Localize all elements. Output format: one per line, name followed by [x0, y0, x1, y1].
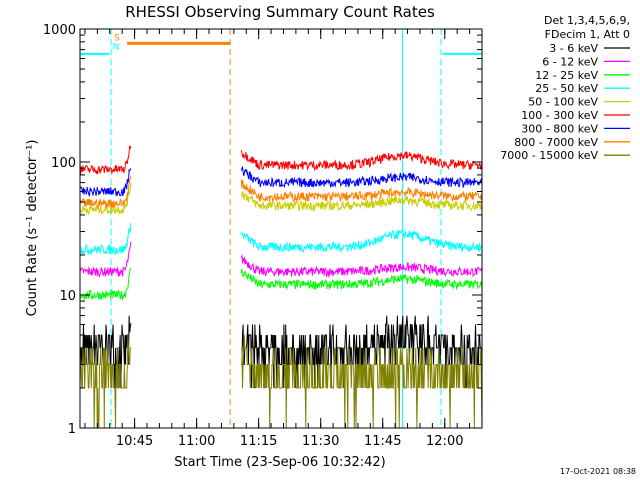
series-line-4	[240, 191, 483, 212]
legend-entry-label: 12 - 25 keV	[535, 69, 598, 82]
legend-entry-label: 100 - 300 keV	[521, 109, 598, 122]
y-tick-label: 1000	[43, 23, 76, 38]
y-tick-label: 100	[51, 156, 76, 171]
chart-title: RHESSI Observing Summary Count Rates	[125, 3, 435, 21]
x-tick-label: 11:15	[240, 434, 277, 449]
legend: Det 1,3,4,5,6,9,FDecim 1, Att 03 - 6 keV…	[500, 14, 630, 162]
axes-group: 1 10 100 1000 10:45 11:00 11:15 11:30 11:45 12:00	[43, 23, 483, 449]
series-line-5	[79, 145, 132, 175]
series-line-3	[240, 229, 483, 254]
x-axis-label: Start Time (23-Sep-06 10:32:42)	[174, 455, 385, 470]
legend-entry-label: 800 - 7000 keV	[514, 136, 598, 149]
legend-entry-label: 50 - 100 keV	[528, 96, 598, 109]
legend-entry-label: 7000 - 15000 keV	[500, 149, 598, 162]
x-tick-label: 11:00	[178, 434, 215, 449]
legend-header-line: Det 1,3,4,5,6,9,	[544, 14, 630, 27]
legend-entry-label: 300 - 800 keV	[521, 122, 598, 135]
y-tick-label: 1	[68, 422, 76, 437]
series-line-1	[79, 241, 132, 278]
series-line-8	[241, 334, 483, 429]
series-line-6	[79, 168, 132, 197]
series-line-5	[240, 150, 483, 172]
series-line-1	[240, 254, 483, 279]
y-tick-label: 10	[59, 289, 76, 304]
legend-entry-label: 25 - 50 keV	[535, 82, 598, 95]
series-line-8	[80, 334, 131, 429]
series-line-2	[240, 268, 483, 291]
footer-timestamp: 17-Oct-2021 08:38	[560, 467, 636, 476]
saa-flag-label: S	[114, 33, 120, 43]
series-line-2	[79, 267, 132, 301]
x-tick-label: 10:45	[116, 434, 153, 449]
legend-entry-label: 6 - 12 keV	[542, 55, 598, 68]
legend-entry-label: 3 - 6 keV	[549, 42, 598, 55]
series-line-7	[240, 179, 483, 203]
x-tick-label: 11:45	[364, 434, 401, 449]
series-line-3	[79, 223, 132, 256]
x-tick-label: 11:30	[302, 434, 339, 449]
series-line-6	[240, 166, 483, 189]
y-axis-label: Count Rate (s⁻¹ detector⁻¹)	[25, 140, 40, 317]
plot-frame	[79, 28, 483, 429]
x-tick-label: 12:00	[426, 434, 463, 449]
night-flag-label: N	[113, 43, 120, 53]
legend-header-line: FDecim 1, Att 0	[545, 28, 630, 41]
series-group	[79, 145, 483, 429]
series-line-0	[79, 315, 132, 389]
series-line-7	[79, 176, 132, 209]
